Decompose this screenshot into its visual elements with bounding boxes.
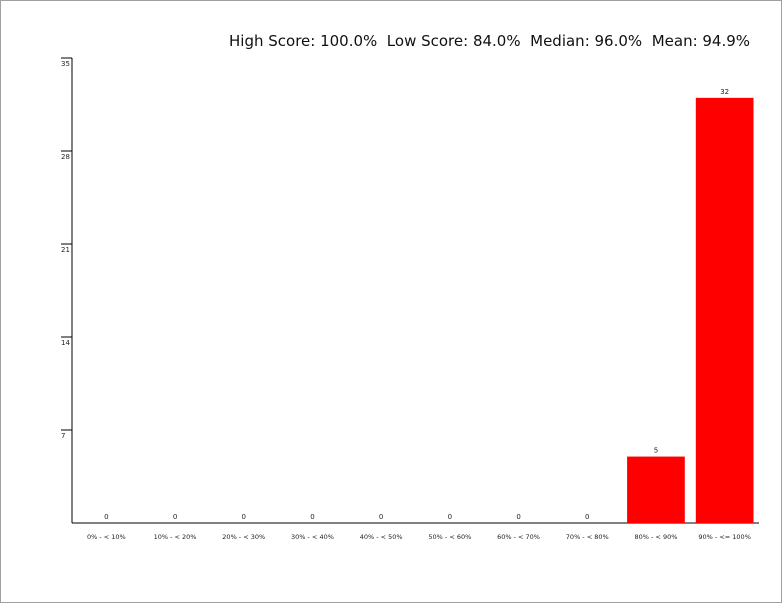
x-category-label: 60% - < 70% — [497, 533, 540, 541]
x-category-label: 10% - < 20% — [154, 533, 197, 541]
x-category-label: 40% - < 50% — [360, 533, 403, 541]
x-category-label: 30% - < 40% — [291, 533, 334, 541]
y-tick-label: 28 — [61, 153, 70, 161]
y-tick-label: 35 — [61, 60, 70, 68]
y-tick-label: 21 — [61, 246, 70, 254]
x-category-label: 50% - < 60% — [428, 533, 471, 541]
x-category-label: 90% - <= 100% — [698, 533, 750, 541]
y-tick-label: 14 — [61, 339, 70, 347]
bar — [695, 97, 754, 523]
x-category-label: 70% - < 80% — [566, 533, 609, 541]
x-category-label: 80% - < 90% — [635, 533, 678, 541]
data-label: 0 — [585, 513, 589, 521]
data-label: 0 — [242, 513, 246, 521]
y-tick-label: 7 — [61, 432, 65, 440]
labels-group: 0 0% - < 10% 0 10% - < 20% 0 20% - < 30% 0 30% … — [87, 88, 751, 541]
axes-group: 7 14 21 28 35 — [61, 57, 759, 524]
data-label: 0 — [104, 513, 108, 521]
bars-group — [627, 97, 754, 523]
bar — [627, 456, 685, 523]
data-label: 0 — [173, 513, 177, 521]
data-label: 32 — [720, 88, 729, 96]
data-label: 0 — [310, 513, 314, 521]
data-label: 0 — [516, 513, 520, 521]
x-category-label: 20% - < 30% — [222, 533, 265, 541]
data-label: 0 — [448, 513, 452, 521]
data-label: 5 — [654, 447, 658, 455]
x-category-label: 0% - < 10% — [87, 533, 126, 541]
chart-title: High Score: 100.0% Low Score: 84.0% Medi… — [229, 32, 751, 50]
data-label: 0 — [379, 513, 383, 521]
